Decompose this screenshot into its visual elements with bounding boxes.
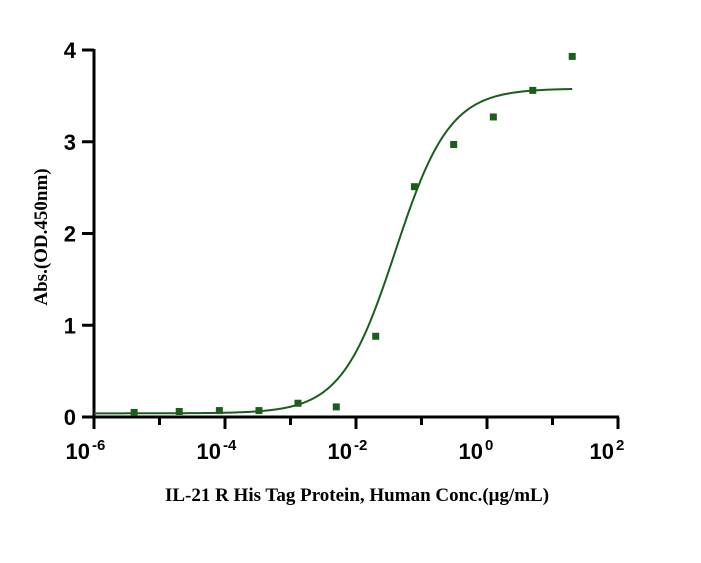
- data-point: [410, 183, 418, 191]
- data-point: [529, 86, 537, 94]
- x-axis-ticks: 10 -6 10 -4 10 -2 10 0 10 2: [66, 417, 624, 464]
- y-tick-label: 3: [64, 130, 76, 155]
- data-point: [130, 408, 138, 416]
- x-tick-label-exponent: -2: [354, 437, 367, 454]
- y-tick-label: 1: [64, 313, 76, 338]
- data-point: [294, 399, 302, 407]
- y-tick-label: 0: [64, 405, 76, 430]
- x-tick-label-base: 10: [459, 439, 483, 464]
- x-axis-title: IL-21 R His Tag Protein, Human Conc.(μg/…: [165, 485, 549, 506]
- y-axis-ticks: 0 1 2 3 4: [64, 38, 94, 430]
- y-axis-title: Abs.(OD.450nm): [31, 168, 52, 305]
- y-tick-label: 2: [64, 222, 76, 247]
- data-point: [255, 407, 263, 415]
- x-tick-label-exponent: 0: [485, 437, 493, 454]
- fit-curve: [93, 88, 573, 415]
- data-point: [450, 141, 458, 149]
- x-tick-label-base: 10: [197, 439, 221, 464]
- y-tick-label: 4: [64, 38, 77, 63]
- x-tick-label-exponent: -6: [92, 437, 105, 454]
- data-point: [372, 332, 380, 340]
- data-points: [130, 52, 576, 416]
- axes: [92, 49, 619, 419]
- x-tick-label-base: 10: [66, 439, 90, 464]
- x-tick-label-base: 10: [590, 439, 614, 464]
- x-tick-label-exponent: 2: [616, 437, 624, 454]
- data-point: [489, 113, 497, 121]
- x-tick-label-base: 10: [328, 439, 352, 464]
- data-point: [215, 407, 223, 415]
- data-point: [332, 403, 340, 411]
- x-tick-label-exponent: -4: [223, 437, 237, 454]
- data-point: [175, 407, 183, 415]
- data-point: [568, 52, 576, 60]
